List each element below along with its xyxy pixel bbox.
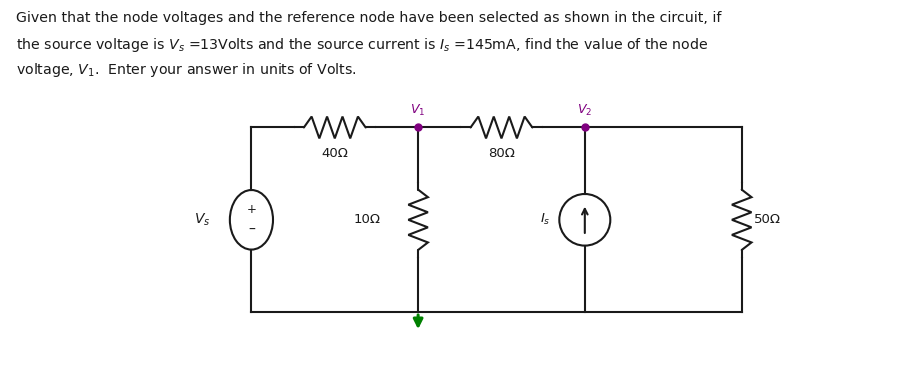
Text: $V_1$: $V_1$	[410, 102, 426, 117]
Text: the source voltage is $V_s$ =13Volts and the source current is $I_s$ =145mA, fin: the source voltage is $V_s$ =13Volts and…	[16, 36, 708, 54]
Text: Given that the node voltages and the reference node have been selected as shown : Given that the node voltages and the ref…	[16, 11, 721, 25]
Text: 10Ω: 10Ω	[354, 213, 381, 226]
Text: $V_s$: $V_s$	[194, 212, 210, 228]
Text: $I_s$: $I_s$	[540, 212, 551, 228]
Text: $V_2$: $V_2$	[577, 102, 593, 117]
Text: 40Ω: 40Ω	[322, 147, 348, 160]
Text: –: –	[248, 223, 255, 237]
Text: voltage, $V_1$.  Enter your answer in units of Volts.: voltage, $V_1$. Enter your answer in uni…	[16, 61, 357, 79]
Text: 80Ω: 80Ω	[488, 147, 515, 160]
Text: 50Ω: 50Ω	[754, 213, 780, 226]
Text: +: +	[246, 203, 256, 216]
